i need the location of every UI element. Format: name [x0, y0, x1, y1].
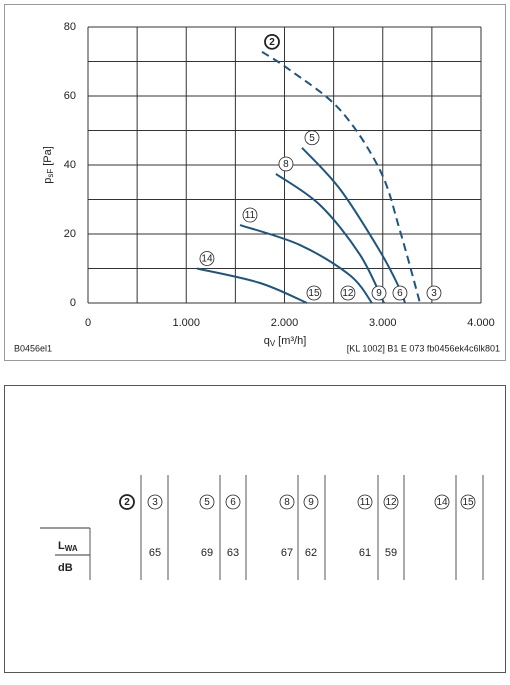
curve-label-circle [304, 130, 320, 146]
curve-label: 14 [201, 254, 213, 265]
x-tick-label: 3.000 [369, 317, 397, 329]
curve-label: 6 [397, 288, 403, 299]
row-label-main: L [58, 540, 65, 552]
x-label-sub: V [270, 339, 276, 348]
curve-label-circle [357, 494, 373, 510]
curve-label-circle [225, 494, 241, 510]
curve-label-circle [199, 251, 215, 266]
curve-label: 11 [245, 210, 256, 221]
y-tick-label: 80 [64, 21, 76, 33]
curve-label: 3 [152, 497, 158, 508]
curve-label: 9 [376, 288, 382, 299]
table-cell: 65 [149, 547, 161, 559]
x-tick-label: 2.000 [271, 317, 299, 329]
row-label-sub: WA [65, 544, 78, 553]
y-label-main: p [42, 178, 54, 184]
x-axis-label: qV [m³/h] [264, 335, 307, 348]
curve-label: 12 [385, 497, 397, 508]
table-cell: 63 [227, 547, 239, 559]
note-right: [KL 1002] B1 E 073 fb0456ek4c6lk801 [347, 343, 500, 353]
curve-label-circle [434, 494, 450, 510]
curve-label-circle [119, 494, 135, 510]
curve-label: 14 [436, 497, 448, 508]
curve-label-circle [460, 494, 476, 510]
curve-label-circle [383, 494, 399, 510]
x-label-main: q [264, 335, 270, 347]
chart-frame [4, 4, 506, 361]
curve-label: 11 [360, 497, 371, 508]
curve-label-circle [303, 494, 319, 510]
curve-label: 5 [309, 133, 315, 144]
row-label: LWA [58, 540, 78, 553]
curve [261, 51, 421, 304]
table-cell: 62 [305, 547, 317, 559]
y-tick-label: 20 [64, 228, 76, 240]
x-tick-label: 4.000 [467, 317, 495, 329]
curve-label-circle [278, 156, 294, 172]
curve-label-circle [426, 285, 442, 301]
table-cell: 61 [359, 547, 371, 559]
table-cell: 59 [385, 547, 397, 559]
x-tick-label: 1.000 [172, 317, 200, 329]
curve-label: 8 [283, 159, 289, 170]
curve-label-circle [279, 494, 295, 510]
curve-label-circle [340, 285, 356, 301]
curve-label: 6 [230, 497, 236, 508]
curve-label-circle [199, 494, 215, 510]
curve-label: 9 [308, 497, 314, 508]
note-left: B0456el1 [14, 343, 52, 353]
row-unit: dB [58, 562, 73, 574]
curve-label: 3 [431, 288, 437, 299]
curve-label-circle [147, 494, 163, 510]
y-tick-label: 0 [70, 297, 76, 309]
curve-label-circle [306, 285, 322, 301]
curve [239, 224, 373, 304]
curve-label: 12 [342, 288, 354, 299]
table-cell: 69 [201, 547, 213, 559]
x-label-unit: [m³/h] [278, 335, 306, 347]
curve [196, 267, 308, 304]
table-frame [4, 385, 506, 673]
curve-label: 15 [308, 288, 320, 299]
curve-label: 5 [204, 497, 210, 508]
curve-label: 8 [284, 497, 290, 508]
curve-label-circle [242, 207, 258, 223]
curve-label: 2 [269, 37, 275, 48]
y-axis-label: psF [Pa] [42, 146, 55, 184]
curve-label-circle [371, 285, 387, 301]
y-label-unit: [Pa] [42, 146, 54, 166]
y-tick-label: 60 [64, 90, 76, 102]
curve-label-circle [264, 33, 280, 50]
y-label-sub: sF [46, 169, 55, 178]
curve [275, 173, 385, 304]
y-tick-label: 40 [64, 159, 76, 171]
curve-label: 15 [462, 497, 474, 508]
table-cell: 67 [281, 547, 293, 559]
curve-label: 2 [124, 497, 130, 508]
curve-label-circle [392, 285, 408, 301]
x-tick-label: 0 [85, 317, 91, 329]
